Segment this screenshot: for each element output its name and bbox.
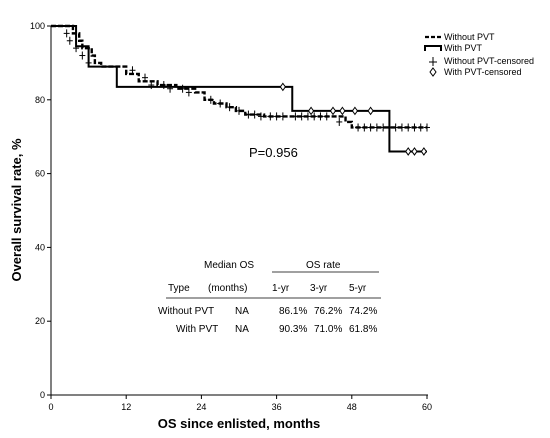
censor-mark-without-pvt-19 (267, 112, 274, 121)
censor-mark-without-pvt-0 (63, 29, 70, 38)
censor-mark-without-pvt-4 (85, 58, 92, 67)
x-tick-label-60: 60 (422, 402, 432, 412)
censor-mark-without-pvt-9 (167, 84, 174, 93)
table-col-3yr: 3-yr (310, 283, 328, 294)
censor-mark-without-pvt-39 (417, 123, 424, 132)
legend-label-with-pvt: With PVT (444, 43, 483, 53)
censor-mark-with-pvt-1 (307, 106, 315, 116)
table-row-without-pvt-median: NA (235, 306, 249, 317)
table-col-1yr: 1-yr (272, 283, 290, 294)
censor-mark-without-pvt-7 (148, 81, 155, 90)
censor-mark-without-pvt-34 (386, 123, 393, 132)
censor-mark-without-pvt-6 (142, 73, 148, 82)
censor-mark-without-pvt-33 (380, 123, 387, 132)
censor-mark-with-pvt-5 (367, 106, 374, 116)
censor-mark-without-pvt-17 (251, 110, 258, 119)
censor-layer (63, 29, 430, 156)
table-row-with-pvt-5yr: 61.8% (349, 324, 377, 335)
censor-mark-with-pvt-4 (351, 106, 359, 116)
table-header-median-os: Median OS (204, 260, 254, 271)
censor-mark-without-pvt-12 (207, 95, 214, 104)
table-row-without-pvt-1yr: 86.1% (279, 306, 307, 317)
table-row-with-pvt-median: NA (235, 324, 249, 335)
censor-mark-without-pvt-31 (367, 123, 374, 132)
y-tick-label-60: 60 (35, 169, 45, 179)
censor-mark-without-pvt-36 (398, 123, 405, 132)
censor-mark-without-pvt-8 (160, 81, 167, 90)
table-row-without-pvt-3yr: 76.2% (314, 306, 342, 317)
censor-mark-without-pvt-23 (298, 112, 305, 121)
censor-mark-without-pvt-38 (411, 123, 418, 132)
legend: Without PVT With PVT Without PVT-censore… (424, 32, 534, 77)
censor-mark-without-pvt-18 (257, 112, 264, 121)
censor-mark-without-pvt-5 (129, 66, 136, 75)
series-layer (51, 24, 427, 153)
censor-mark-without-pvt-25 (311, 112, 318, 121)
censor-mark-without-pvt-30 (361, 123, 368, 132)
x-tick-label-12: 12 (121, 402, 131, 412)
legend-swatch-without-pvt-censored (429, 57, 437, 66)
censor-mark-without-pvt-14 (226, 103, 233, 112)
censor-mark-without-pvt-15 (236, 106, 242, 115)
censor-mark-with-pvt-0 (279, 82, 286, 92)
x-tick-label-24: 24 (196, 402, 206, 412)
censor-mark-with-pvt-6 (405, 147, 412, 156)
table-row-without-pvt-type: Without PVT (158, 306, 214, 317)
y-tick-label-0: 0 (40, 390, 45, 400)
legend-label-without-pvt-censored: Without PVT-censored (444, 56, 534, 66)
x-tick-label-36: 36 (272, 402, 282, 412)
os-stats-table: Median OS OS rate Type (months) 1-yr 3-y… (158, 260, 381, 335)
censor-mark-without-pvt-29 (355, 123, 362, 132)
table-col-5yr: 5-yr (349, 283, 367, 294)
censor-mark-without-pvt-28 (336, 117, 343, 126)
censor-mark-without-pvt-24 (304, 112, 311, 121)
censor-mark-with-pvt-8 (420, 147, 427, 156)
censor-mark-without-pvt-3 (79, 51, 86, 60)
y-tick-label-80: 80 (35, 95, 45, 105)
y-axis-title: Overall survival rate, % (9, 138, 24, 282)
censor-mark-without-pvt-20 (273, 112, 280, 121)
censor-mark-without-pvt-21 (279, 112, 286, 121)
table-row-with-pvt-type: With PVT (176, 324, 218, 335)
table-row-without-pvt-5yr: 74.2% (349, 306, 377, 317)
table-row-with-pvt-1yr: 90.3% (279, 324, 307, 335)
table-col-months: (months) (208, 283, 247, 294)
censor-mark-without-pvt-26 (317, 112, 324, 121)
p-value-annotation: P=0.956 (249, 145, 298, 160)
x-axis-title: OS since enlisted, months (158, 416, 321, 431)
table-col-type: Type (168, 283, 190, 294)
censor-mark-without-pvt-1 (66, 36, 73, 45)
censor-mark-with-pvt-7 (411, 147, 418, 156)
legend-label-without-pvt: Without PVT (444, 32, 495, 42)
y-tick-label-40: 40 (35, 242, 45, 252)
y-tick-label-20: 20 (35, 316, 45, 326)
table-row-with-pvt-3yr: 71.0% (314, 324, 342, 335)
censor-mark-without-pvt-40 (424, 123, 430, 132)
legend-label-with-pvt-censored: With PVT-censored (444, 67, 522, 77)
table-header-os-rate: OS rate (306, 260, 341, 271)
censor-mark-without-pvt-10 (179, 84, 186, 93)
censor-mark-without-pvt-13 (217, 99, 224, 108)
censor-mark-without-pvt-37 (405, 123, 412, 132)
y-tick-label-100: 100 (30, 21, 45, 31)
censor-mark-without-pvt-22 (292, 112, 299, 121)
censor-mark-without-pvt-16 (245, 110, 252, 119)
legend-swatch-with-pvt (424, 45, 442, 51)
censor-mark-with-pvt-2 (329, 106, 337, 116)
censor-mark-without-pvt-32 (373, 123, 380, 132)
censor-mark-without-pvt-35 (392, 123, 399, 132)
censor-mark-without-pvt-2 (73, 44, 80, 53)
censor-mark-with-pvt-3 (339, 106, 346, 116)
x-tick-label-48: 48 (347, 402, 357, 412)
series-line-with-pvt (51, 25, 427, 153)
series-line-without-pvt (51, 24, 427, 129)
censor-mark-without-pvt-27 (323, 112, 330, 121)
legend-swatch-with-pvt-censored (429, 67, 437, 77)
ticks-layer: 0 12 24 36 48 60 0 20 40 60 80 100 (30, 21, 432, 412)
censor-mark-without-pvt-11 (185, 88, 192, 97)
x-tick-label-0: 0 (48, 402, 53, 412)
